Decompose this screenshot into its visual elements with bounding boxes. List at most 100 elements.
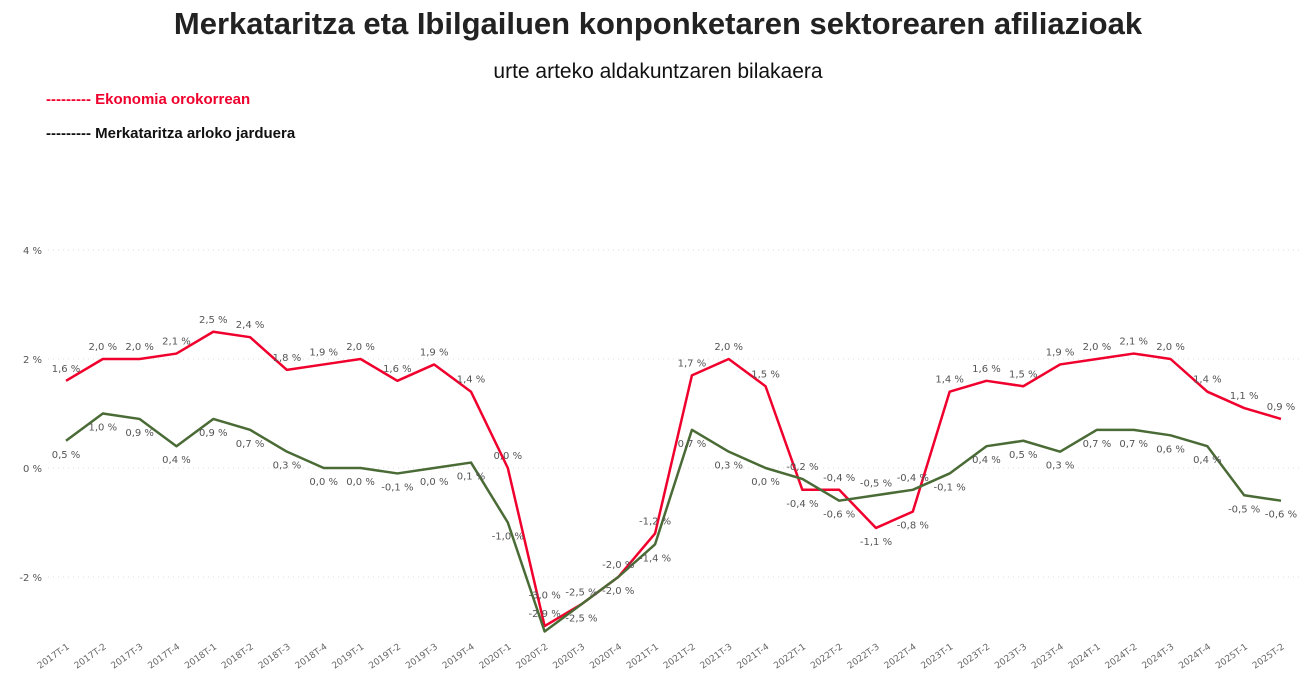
x-tick-label: 2018T-3 bbox=[257, 642, 293, 671]
y-tick-label: -2 % bbox=[19, 573, 42, 584]
data-label-commerce: 0,0 % bbox=[751, 477, 780, 488]
x-tick-label: 2023T-1 bbox=[920, 642, 956, 671]
data-label-commerce: -1,0 % bbox=[492, 532, 524, 543]
data-label-commerce: 0,7 % bbox=[678, 439, 707, 450]
x-tick-label: 2021T-4 bbox=[736, 642, 772, 671]
x-tick-label: 2024T-1 bbox=[1067, 642, 1103, 671]
x-tick-label: 2021T-2 bbox=[662, 642, 698, 671]
x-tick-label: 2020T-4 bbox=[588, 642, 624, 671]
x-tick-label: 2024T-3 bbox=[1141, 642, 1177, 671]
x-tick-label: 2023T-4 bbox=[1030, 642, 1066, 671]
data-label-economy: 1,6 % bbox=[52, 364, 81, 375]
data-label-economy: 1,4 % bbox=[1193, 375, 1222, 386]
data-label-economy: 1,9 % bbox=[1046, 347, 1075, 358]
data-label-commerce: -2,5 % bbox=[565, 613, 597, 624]
data-label-commerce: -0,1 % bbox=[934, 482, 966, 493]
data-label-commerce: 0,7 % bbox=[1119, 439, 1148, 450]
data-label-economy: 1,6 % bbox=[383, 364, 412, 375]
data-label-economy: 2,0 % bbox=[346, 342, 375, 353]
data-label-economy: 2,1 % bbox=[162, 337, 191, 348]
data-label-economy: 1,5 % bbox=[751, 369, 780, 380]
data-label-economy: 1,8 % bbox=[273, 353, 302, 364]
data-label-economy: 2,1 % bbox=[1119, 337, 1148, 348]
data-label-economy: 2,4 % bbox=[236, 320, 265, 331]
y-tick-label: 0 % bbox=[23, 464, 42, 475]
data-label-commerce: -0,6 % bbox=[823, 510, 855, 521]
data-label-commerce: 0,3 % bbox=[714, 461, 743, 472]
x-tick-label: 2018T-1 bbox=[183, 642, 219, 671]
data-label-economy: -0,4 % bbox=[823, 473, 855, 484]
x-tick-label: 2019T-4 bbox=[441, 642, 477, 671]
data-label-economy: -2,5 % bbox=[565, 587, 597, 598]
data-label-commerce: 1,0 % bbox=[89, 423, 118, 434]
x-tick-label: 2024T-4 bbox=[1177, 642, 1213, 671]
data-label-economy: -1,2 % bbox=[639, 516, 671, 527]
data-label-economy: 2,0 % bbox=[714, 342, 743, 353]
x-tick-label: 2019T-3 bbox=[404, 642, 440, 671]
data-label-commerce: 0,7 % bbox=[1083, 439, 1112, 450]
x-tick-label: 2020T-1 bbox=[478, 642, 514, 671]
data-label-commerce: -0,1 % bbox=[381, 482, 413, 493]
x-tick-label: 2017T-1 bbox=[36, 642, 72, 671]
x-tick-label: 2025T-2 bbox=[1251, 642, 1287, 671]
data-label-commerce: 0,4 % bbox=[1193, 455, 1222, 466]
data-label-commerce: 0,6 % bbox=[1156, 444, 1185, 455]
data-label-commerce: 0,9 % bbox=[199, 428, 228, 439]
x-tick-label: 2024T-2 bbox=[1104, 642, 1140, 671]
data-label-commerce: 0,9 % bbox=[125, 428, 154, 439]
data-label-commerce: -2,0 % bbox=[602, 586, 634, 597]
x-tick-label: 2022T-4 bbox=[883, 642, 919, 671]
data-label-commerce: 0,4 % bbox=[162, 455, 191, 466]
data-label-economy: 2,0 % bbox=[89, 342, 118, 353]
data-label-economy: 2,0 % bbox=[1156, 342, 1185, 353]
data-label-commerce: -0,5 % bbox=[860, 478, 892, 489]
x-tick-label: 2025T-1 bbox=[1214, 642, 1250, 671]
legend-economy: --------- Ekonomia orokorrean bbox=[46, 91, 251, 108]
x-tick-label: 2023T-2 bbox=[956, 642, 992, 671]
data-label-commerce: -3,0 % bbox=[529, 591, 561, 602]
x-tick-label: 2022T-1 bbox=[772, 642, 808, 671]
x-tick-label: 2018T-4 bbox=[294, 642, 330, 671]
chart-title: Merkataritza eta Ibilgailuen konponketar… bbox=[173, 6, 1143, 41]
x-tick-label: 2017T-3 bbox=[110, 642, 146, 671]
data-label-economy: 2,0 % bbox=[125, 342, 154, 353]
data-label-economy: 1,9 % bbox=[420, 347, 449, 358]
data-label-economy: 1,7 % bbox=[678, 358, 707, 369]
x-tick-label: 2022T-3 bbox=[846, 642, 882, 671]
x-tick-label: 2017T-4 bbox=[146, 642, 182, 671]
data-label-commerce: -1,4 % bbox=[639, 553, 671, 564]
data-label-commerce: 0,5 % bbox=[1009, 450, 1038, 461]
data-label-economy: 1,5 % bbox=[1009, 369, 1038, 380]
x-tick-label: 2021T-1 bbox=[625, 642, 661, 671]
data-label-economy: 2,5 % bbox=[199, 315, 228, 326]
data-label-commerce: 0,3 % bbox=[273, 461, 302, 472]
data-label-commerce: 0,0 % bbox=[420, 477, 449, 488]
data-label-economy: 2,0 % bbox=[1083, 342, 1112, 353]
data-label-commerce: 0,4 % bbox=[972, 455, 1001, 466]
data-label-commerce: -0,5 % bbox=[1228, 504, 1260, 515]
data-label-economy: -2,0 % bbox=[602, 560, 634, 571]
y-tick-label: 2 % bbox=[23, 355, 42, 366]
x-tick-label: 2017T-2 bbox=[73, 642, 109, 671]
data-label-economy: 1,4 % bbox=[457, 375, 486, 386]
x-tick-label: 2018T-2 bbox=[220, 642, 256, 671]
data-label-commerce: 0,7 % bbox=[236, 439, 265, 450]
x-tick-label: 2019T-1 bbox=[331, 642, 367, 671]
data-label-economy: 1,6 % bbox=[972, 364, 1001, 375]
data-label-economy: -1,1 % bbox=[860, 537, 892, 548]
data-label-economy: -0,8 % bbox=[897, 521, 929, 532]
x-tick-label: 2020T-2 bbox=[515, 642, 551, 671]
x-tick-label: 2021T-3 bbox=[699, 642, 735, 671]
x-tick-label: 2023T-3 bbox=[993, 642, 1029, 671]
data-label-economy: 0,9 % bbox=[1267, 402, 1296, 413]
series-line-0 bbox=[65, 330, 1282, 628]
x-tick-label: 2022T-2 bbox=[809, 642, 845, 671]
data-label-economy: 1,9 % bbox=[309, 347, 338, 358]
data-label-commerce: 0,0 % bbox=[309, 477, 338, 488]
data-label-commerce: 0,3 % bbox=[1046, 461, 1075, 472]
data-label-economy: 1,4 % bbox=[935, 375, 964, 386]
data-label-economy: 1,1 % bbox=[1230, 391, 1259, 402]
data-label-commerce: -0,4 % bbox=[897, 473, 929, 484]
